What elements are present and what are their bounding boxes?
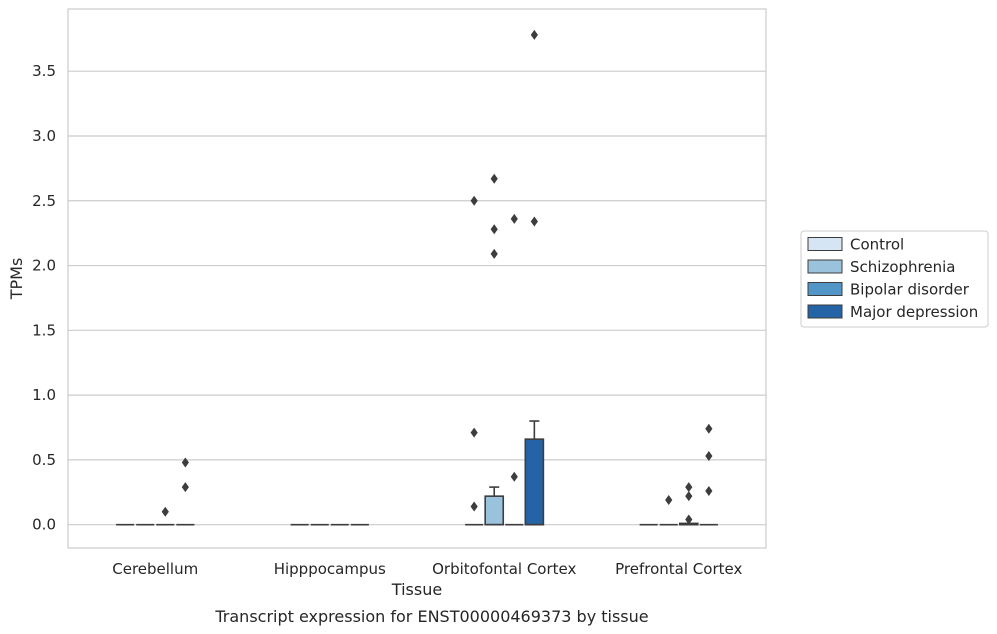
legend-frame [800,230,989,328]
box-orbitofontal-cortex-schizophrenia [484,173,505,526]
x-tick-label: Prefrontal Cortex [615,560,742,578]
chart-caption: Transcript expression for ENST0000046937… [214,607,648,626]
outlier-point [470,501,478,512]
box-body [484,495,505,526]
outlier-point [510,213,518,224]
outlier-point [530,216,538,227]
box-prefrontal-cortex-bipolar-disorder [678,482,699,526]
outlier-point [685,514,693,525]
legend-label: Schizophrenia [850,258,955,276]
legend-label: Bipolar disorder [850,281,970,299]
outlier-point [181,457,189,468]
legend-swatch [807,237,843,251]
y-tick-label: 1.0 [32,386,56,404]
y-tick-label: 2.0 [32,257,56,275]
grid [68,70,766,526]
outlier-point [665,495,673,506]
box-orbitofontal-cortex-major-depression [524,29,545,526]
x-axis-label: Tissue [391,580,442,599]
legend-swatch [807,304,843,319]
outlier-point [705,423,713,434]
outlier-point [530,29,538,40]
outlier-point [705,485,713,496]
legend-swatch [807,282,843,296]
plot-frame [67,8,767,549]
box-orbitofontal-cortex-bipolar-disorder [505,213,524,526]
y-axis-label: TPMs [7,258,26,301]
outlier-point [470,195,478,206]
box-cerebellum-major-depression [176,457,195,526]
outlier-point [161,506,169,517]
box-cerebellum-bipolar-disorder [156,506,175,526]
x-ticks: Cerebellum Hipppocampus Orbitofontal Corte… [112,560,742,578]
outlier-point [685,482,693,493]
x-tick-label: Cerebellum [112,560,198,578]
outlier-point [510,471,518,482]
outlier-point [470,427,478,438]
box-orbitofontal-cortex-control [465,195,484,526]
legend-label: Control [850,236,904,254]
y-ticks: 0.0 0.5 1.0 1.5 2.0 2.5 3.0 3.5 [32,62,56,533]
box-prefrontal-cortex-schizophrenia [659,495,678,526]
outlier-point [490,224,498,235]
y-tick-label: 3.5 [32,62,56,80]
y-tick-label: 3.0 [32,127,56,145]
outlier-point [490,248,498,259]
outlier-point [490,173,498,184]
legend-swatch [807,259,843,274]
x-tick-label: Orbitofontal Cortex [432,560,576,578]
outlier-point [705,451,713,462]
y-tick-label: 2.5 [32,192,56,210]
outlier-point [685,491,693,502]
legend-label: Major depression [850,303,978,321]
y-tick-label: 0.5 [32,451,56,469]
box-prefrontal-cortex-major-depression [699,423,718,526]
x-tick-label: Hipppocampus [274,560,386,578]
legend: Control Schizophrenia Bipolar disorder Majo… [800,230,989,328]
outlier-point [181,482,189,493]
y-tick-label: 0.0 [32,516,56,534]
boxes [116,29,718,526]
y-tick-label: 1.5 [32,321,56,339]
box-body [524,438,545,526]
